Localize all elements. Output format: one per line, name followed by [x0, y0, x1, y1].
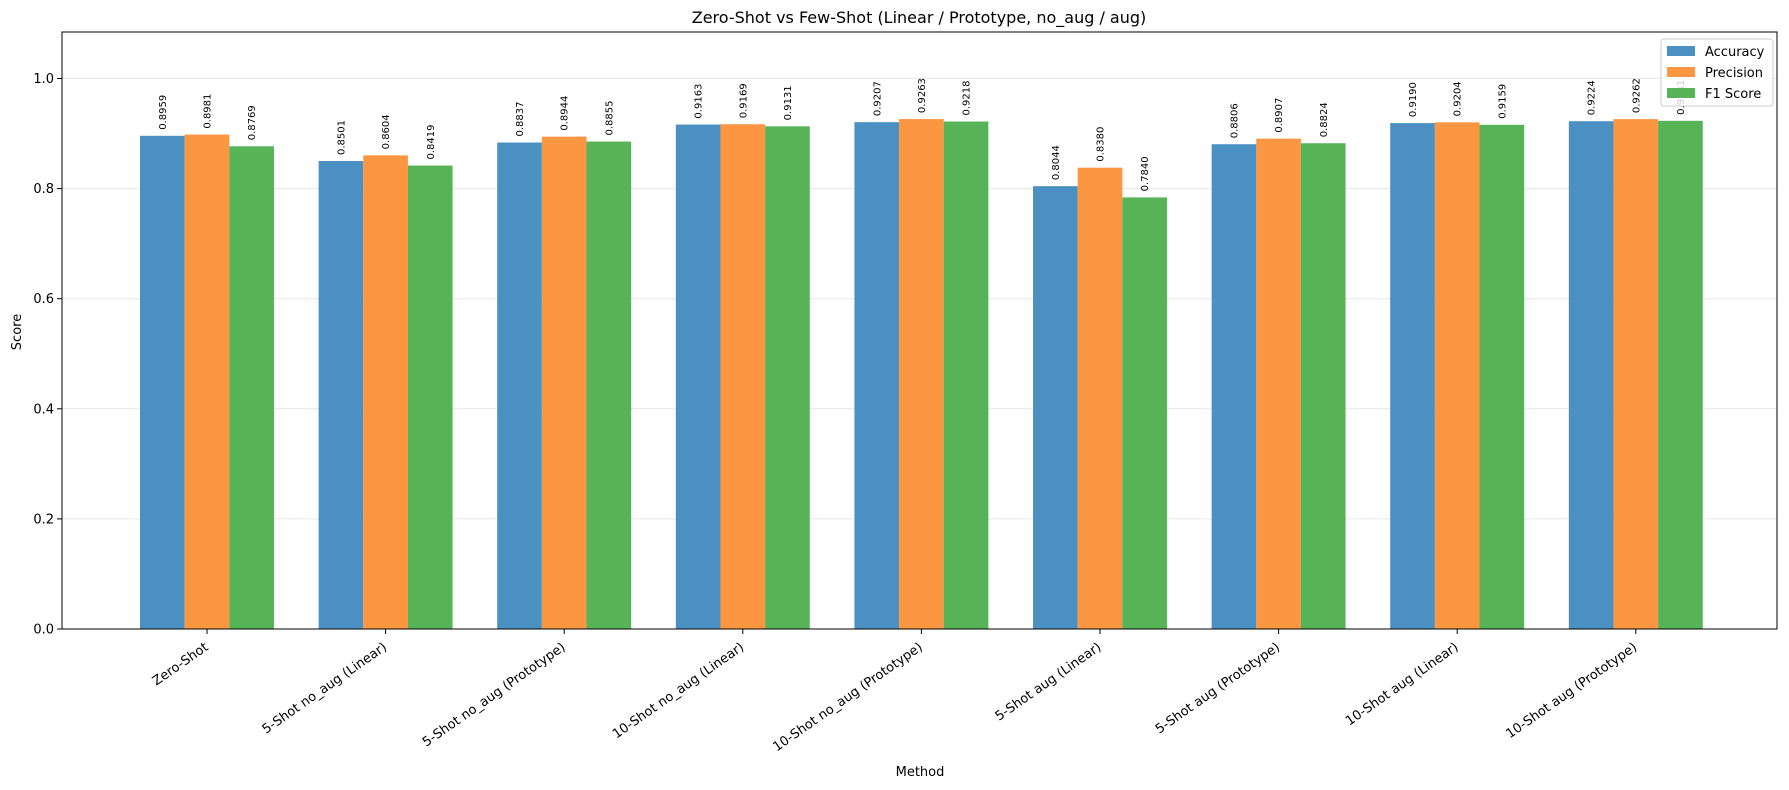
bar-precision	[1256, 138, 1301, 629]
bar-value-label: 0.9218	[962, 81, 973, 116]
legend: Accuracy Precision F1 Score	[1660, 38, 1774, 107]
bar-group	[1211, 138, 1346, 629]
bar-f1-score	[1479, 124, 1525, 629]
bar-accuracy	[318, 161, 364, 629]
bar-value-label: 0.8837	[515, 102, 526, 137]
bar-f1-score	[586, 141, 632, 629]
y-tick-label: 1.0	[33, 72, 54, 87]
bar-value-label: 0.8806	[1229, 103, 1240, 138]
bar-value-label: 0.9207	[872, 81, 883, 116]
bar-precision	[899, 119, 944, 630]
bar-value-label: 0.9224	[1587, 80, 1598, 115]
bar-accuracy	[1211, 144, 1257, 629]
bar-value-label: 0.9131	[783, 85, 794, 120]
bar-value-label: 0.8769	[247, 105, 258, 140]
bar-value-label: 0.9169	[738, 83, 749, 118]
legend-item: Precision	[1667, 66, 1763, 81]
bar-accuracy	[675, 124, 721, 630]
bar-group	[1033, 167, 1167, 629]
bar-value-label: 0.8855	[604, 101, 615, 136]
bar-precision	[1613, 119, 1659, 630]
bar-value-label: 0.8604	[381, 114, 392, 149]
bar-value-label: 0.9159	[1497, 84, 1508, 119]
bar-value-label: 0.8981	[203, 94, 214, 129]
bar-group	[140, 134, 274, 630]
bar-group	[1390, 122, 1525, 630]
x-tick-label: 5-Shot aug (Prototype)	[1153, 640, 1283, 737]
bar-value-label: 0.8907	[1274, 98, 1285, 133]
bar-accuracy	[1390, 123, 1435, 629]
bar-precision	[720, 124, 766, 629]
bar-value-label: 0.9163	[694, 84, 705, 119]
bar-value-label: 0.8824	[1319, 102, 1330, 137]
bar-value-label: 0.8044	[1051, 145, 1062, 180]
bar-precision	[1077, 167, 1123, 629]
bar-precision	[541, 136, 587, 629]
x-tick-label: Zero-Shot	[150, 640, 211, 689]
legend-swatch	[1667, 46, 1695, 56]
legend-swatch	[1667, 88, 1695, 98]
bar-f1-score	[1122, 197, 1167, 629]
legend-swatch	[1667, 67, 1695, 77]
bar-group	[854, 119, 989, 630]
bar-accuracy	[854, 122, 900, 629]
bar-group	[675, 124, 810, 630]
bar-value-label: 0.7840	[1140, 156, 1151, 191]
x-tick-label: 5-Shot aug (Linear)	[993, 640, 1105, 724]
x-tick-label: 10-Shot no_aug (Prototype)	[770, 640, 925, 755]
y-tick-label: 0.4	[33, 402, 54, 417]
bar-group	[318, 155, 453, 629]
y-tick-label: 0.8	[33, 182, 54, 197]
x-tick-label: 5-Shot no_aug (Prototype)	[420, 640, 568, 750]
bar-accuracy	[1033, 186, 1078, 629]
legend-item: Accuracy	[1667, 45, 1765, 60]
bar-f1-score	[1658, 120, 1703, 630]
bar-group	[1568, 119, 1703, 630]
bar-value-label: 0.9204	[1453, 81, 1464, 116]
bar-value-label: 0.8419	[426, 125, 437, 160]
bar-value-label: 0.9263	[917, 78, 928, 113]
x-axis-label: Method	[896, 765, 945, 780]
y-tick-label: 0.2	[33, 512, 54, 527]
y-axis-label: Score	[10, 314, 25, 350]
bar-f1-score	[407, 165, 453, 629]
x-tick-label: 10-Shot no_aug (Linear)	[610, 640, 747, 742]
bar-value-label: 0.8959	[158, 95, 169, 130]
legend-label: F1 Score	[1705, 87, 1761, 102]
bar-accuracy	[1568, 121, 1614, 629]
bar-value-label: 0.8944	[560, 96, 571, 131]
bar-accuracy	[140, 135, 185, 629]
y-tick-label: 0.6	[33, 292, 54, 307]
x-tick-label: 5-Shot no_aug (Linear)	[260, 640, 390, 737]
bar-groups	[140, 119, 1703, 630]
bar-f1-score	[229, 146, 274, 630]
bar-value-label: 0.9190	[1408, 82, 1419, 117]
bar-accuracy	[497, 142, 542, 630]
bar-f1-score	[943, 121, 989, 629]
plot-area-frame	[61, 31, 1778, 630]
legend-label: Accuracy	[1705, 45, 1765, 60]
bar-precision	[363, 155, 408, 629]
bar-precision	[184, 134, 230, 629]
bar-f1-score	[765, 126, 810, 630]
bar-precision	[1434, 122, 1480, 630]
y-axis-ticks: 0.0 0.2 0.4 0.6 0.8 1.0	[33, 72, 62, 638]
bar-f1-score	[1300, 143, 1346, 629]
legend-item: F1 Score	[1667, 87, 1761, 102]
legend-label: Precision	[1705, 66, 1763, 81]
chart-title: Zero-Shot vs Few-Shot (Linear / Prototyp…	[692, 8, 1147, 28]
bar-value-label: 0.8501	[336, 120, 347, 155]
x-tick-label: 10-Shot aug (Prototype)	[1503, 640, 1640, 742]
x-axis-ticks: Zero-Shot 5-Shot no_aug (Linear) 5-Shot no…	[150, 629, 1640, 755]
bar-group	[497, 136, 632, 630]
bar-value-label: 0.9262	[1631, 78, 1642, 113]
y-tick-label: 0.0	[33, 623, 54, 638]
bar-value-label: 0.8380	[1096, 127, 1107, 162]
x-tick-label: 10-Shot aug (Linear)	[1343, 640, 1461, 729]
